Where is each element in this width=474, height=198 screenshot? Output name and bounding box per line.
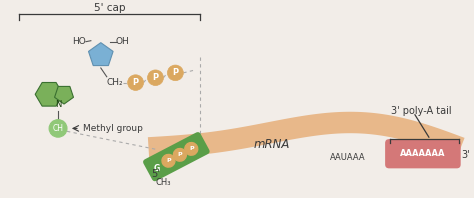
Text: CH: CH (53, 124, 64, 133)
FancyBboxPatch shape (385, 139, 461, 168)
Text: AAUAAA: AAUAAA (329, 153, 365, 162)
Polygon shape (35, 83, 63, 106)
FancyBboxPatch shape (143, 132, 210, 181)
Text: mRNA: mRNA (254, 138, 290, 151)
Circle shape (167, 65, 183, 81)
Text: P: P (173, 68, 178, 77)
Text: 5': 5' (151, 169, 160, 179)
Text: 5' cap: 5' cap (94, 3, 126, 13)
Circle shape (162, 154, 175, 167)
Text: P: P (133, 78, 139, 87)
Circle shape (147, 70, 164, 86)
Circle shape (185, 143, 198, 155)
Text: G: G (154, 164, 160, 172)
Text: P: P (178, 152, 182, 157)
Text: P: P (166, 158, 171, 163)
Polygon shape (148, 112, 465, 159)
Text: AAAAAAA: AAAAAAA (400, 149, 446, 158)
Text: 3': 3' (461, 150, 470, 160)
Text: N: N (55, 100, 61, 109)
Text: Methyl group: Methyl group (83, 124, 143, 133)
Text: OH: OH (116, 37, 129, 46)
Polygon shape (55, 86, 73, 104)
Text: HO: HO (72, 37, 86, 46)
Text: P: P (153, 73, 158, 82)
Circle shape (128, 75, 144, 90)
Text: 3' poly-A tail: 3' poly-A tail (391, 106, 452, 116)
Polygon shape (89, 43, 113, 66)
Text: P: P (189, 146, 193, 151)
Text: CH₂: CH₂ (106, 78, 123, 87)
Circle shape (173, 148, 186, 161)
Text: CH₃: CH₃ (155, 178, 171, 188)
Circle shape (49, 120, 67, 137)
